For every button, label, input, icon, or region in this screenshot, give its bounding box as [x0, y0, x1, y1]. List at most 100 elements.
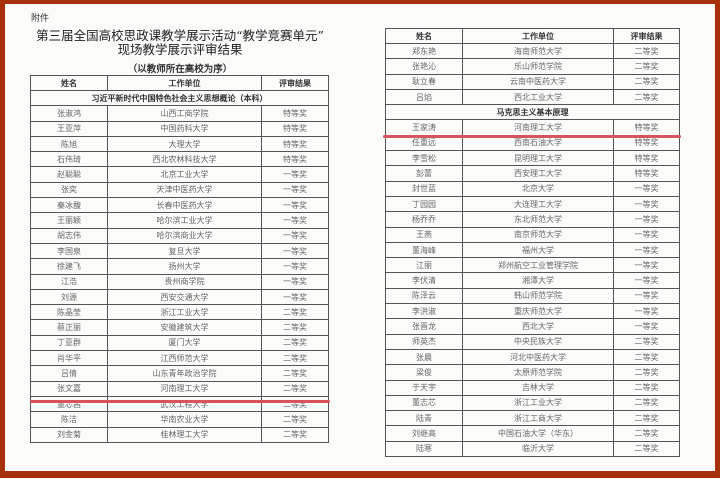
- name-cell: 刘源: [30, 288, 108, 306]
- name-cell: 胡志伟: [30, 227, 108, 244]
- affiliation-cell: 复旦大学: [107, 242, 262, 260]
- table-row: 陈晶莹 浙江工业大学 二等奖: [30, 304, 329, 321]
- result-cell: 一等奖: [613, 226, 680, 243]
- name-cell: 陈泽云: [385, 287, 463, 305]
- result-cell: 二等奖: [613, 364, 680, 381]
- affiliation-cell: 西北农林科技大学: [107, 151, 262, 168]
- name-cell: 李伏清: [385, 272, 463, 289]
- result-cell: 一等奖: [261, 166, 329, 183]
- affiliation-cell: 大理大学: [107, 135, 262, 153]
- table-row: 蔡正丽 安徽建筑大学 二等奖: [30, 319, 329, 336]
- result-cell: 特等奖: [613, 165, 680, 182]
- result-cell: 二等奖: [613, 348, 680, 366]
- left-results-table: 姓名 工作单位 评审结果 习近平新时代中国特色社会主义思想概论（本科） 张淑鸿 山西工商学…: [30, 75, 329, 443]
- table-row: 彭蕾 西安理工大学 特等奖: [385, 165, 680, 182]
- affiliation-cell: 厦门大学: [107, 334, 262, 352]
- table-row: 董芯茜 武汉工程大学 二等奖: [30, 395, 329, 413]
- affiliation-cell: 山西工商学院: [107, 105, 262, 122]
- result-cell: 一等奖: [261, 181, 329, 199]
- name-cell: 王家涛: [385, 119, 463, 136]
- result-cell: 一等奖: [613, 287, 680, 305]
- affiliation-cell: 桂林理工大学: [107, 426, 262, 443]
- affiliation-cell: 长春中医药大学: [107, 197, 262, 214]
- result-cell: 一等奖: [261, 288, 329, 306]
- name-cell: 董芯茜: [30, 395, 108, 413]
- result-cell: 一等奖: [613, 257, 680, 274]
- name-cell: 李雪松: [385, 150, 463, 167]
- result-cell: 二等奖: [261, 426, 329, 443]
- table-row: 刘源 西安交通大学 一等奖: [30, 288, 329, 306]
- table-row: 于天宇 吉林大学 二等奖: [385, 379, 680, 396]
- affiliation-cell: 山东青年政治学院: [107, 365, 262, 382]
- table-row: 陆寒 临沂大学 二等奖: [385, 440, 680, 458]
- affiliation-cell: 西北大学: [462, 318, 614, 335]
- name-cell: 梁俊: [385, 364, 463, 381]
- result-cell: 评审结果: [261, 75, 329, 91]
- result-cell: 一等奖: [613, 180, 680, 197]
- table-row: 王丽颖 哈尔滨工业大学 一等奖: [30, 212, 329, 229]
- name-cell: 陈洁: [30, 411, 108, 428]
- result-cell: 一等奖: [261, 197, 329, 214]
- affiliation-cell: 天津中医药大学: [107, 181, 262, 199]
- table-row: 赵聪聪 北京工业大学 一等奖: [30, 166, 329, 183]
- result-cell: 一等奖: [261, 273, 329, 290]
- name-cell: 吕焰: [385, 88, 463, 106]
- affiliation-cell: 福州大学: [462, 241, 614, 259]
- result-cell: 二等奖: [613, 379, 680, 396]
- affiliation-cell: 北京大学: [462, 180, 614, 197]
- table-row: 张晨 河北中医药大学 二等奖: [385, 348, 680, 366]
- affiliation-cell: 浙江工商大学: [462, 410, 614, 427]
- name-cell: 耿立春: [385, 73, 463, 90]
- affiliation-cell: 韩山师范学院: [462, 287, 614, 305]
- name-cell: 张艳沁: [385, 58, 463, 75]
- result-cell: 一等奖: [261, 227, 329, 244]
- table-row: 董海峰 福州大学 一等奖: [385, 241, 680, 259]
- affiliation-cell: 中国药科大学: [107, 120, 262, 137]
- table-row: 胡志伟 哈尔滨商业大学 一等奖: [30, 227, 329, 244]
- affiliation-cell: 北京工业大学: [107, 166, 262, 183]
- table-row: 秦冰馥 长春中医药大学 一等奖: [30, 197, 329, 214]
- affiliation-cell: 河南理工大学: [462, 119, 614, 136]
- affiliation-cell: 郑州航空工业管理学院: [462, 257, 614, 274]
- affiliation-cell: 海南师范大学: [462, 42, 614, 60]
- name-cell: 姓名: [30, 75, 108, 91]
- table-row: 张淑鸿 山西工商学院 特等奖: [30, 105, 329, 122]
- result-cell: 二等奖: [613, 394, 680, 412]
- name-cell: 张晋龙: [385, 318, 463, 335]
- right-results-table: 姓名 工作单位 评审结果 郑东艳 海南师范大学 二等奖 张艳沁 乐山师范学院 二等奖 耿立春 云南中…: [385, 28, 680, 458]
- result-cell: 一等奖: [613, 303, 680, 320]
- table-row: 封世蓝 北京大学 一等奖: [385, 180, 680, 197]
- name-cell: 于天宇: [385, 379, 463, 396]
- table-row: 江丽 郑州航空工业管理学院 一等奖: [385, 257, 680, 274]
- name-cell: 江浩: [30, 273, 108, 290]
- result-cell: 二等奖: [261, 334, 329, 352]
- affiliation-cell: 江西师范大学: [107, 350, 262, 367]
- affiliation-cell: 浙江工业大学: [107, 304, 262, 321]
- result-cell: 二等奖: [613, 42, 680, 60]
- name-cell: 陆寒: [385, 440, 463, 458]
- table-row: 李雪松 昆明理工大学 特等奖: [385, 150, 680, 167]
- result-cell: 一等奖: [261, 258, 329, 275]
- result-cell: 二等奖: [261, 304, 329, 321]
- table-row: 李国泉 复旦大学 一等奖: [30, 242, 329, 260]
- table-row: 刘继高 中国石油大学（华东） 二等奖: [385, 425, 680, 442]
- name-cell: 董海峰: [385, 241, 463, 259]
- name-cell: 董志芯: [385, 394, 463, 412]
- result-cell: 二等奖: [613, 73, 680, 90]
- table-row: 杨乔乔 东北师范大学 一等奖: [385, 211, 680, 228]
- highlight-underline-right: [383, 135, 681, 138]
- result-cell: 二等奖: [261, 411, 329, 428]
- name-cell: 刘继高: [385, 425, 463, 442]
- name-cell: 江丽: [385, 257, 463, 274]
- result-cell: 一等奖: [613, 211, 680, 228]
- result-cell: 二等奖: [261, 319, 329, 336]
- table-row: 张晋龙 西北大学 一等奖: [385, 318, 680, 335]
- table-row: 李伏清 湘潭大学 一等奖: [385, 272, 680, 289]
- result-cell: 二等奖: [261, 350, 329, 367]
- section-title: 习近平新时代中国特色社会主义思想概论（本科）: [30, 89, 329, 107]
- document-title-line1: 第三届全国高校思政课教学展示活动“教学竞赛单元”: [36, 28, 324, 43]
- table-row: 梁俊 太原师范学院 二等奖: [385, 364, 680, 381]
- table-row: 陈泽云 韩山师范学院 一等奖: [385, 287, 680, 305]
- result-cell: 二等奖: [613, 440, 680, 458]
- table-row: 耿立春 云南中医药大学 二等奖: [385, 73, 680, 90]
